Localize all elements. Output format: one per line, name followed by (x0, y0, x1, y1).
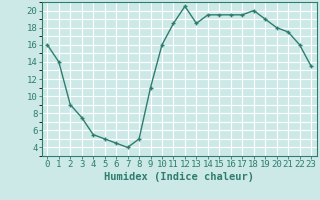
X-axis label: Humidex (Indice chaleur): Humidex (Indice chaleur) (104, 172, 254, 182)
